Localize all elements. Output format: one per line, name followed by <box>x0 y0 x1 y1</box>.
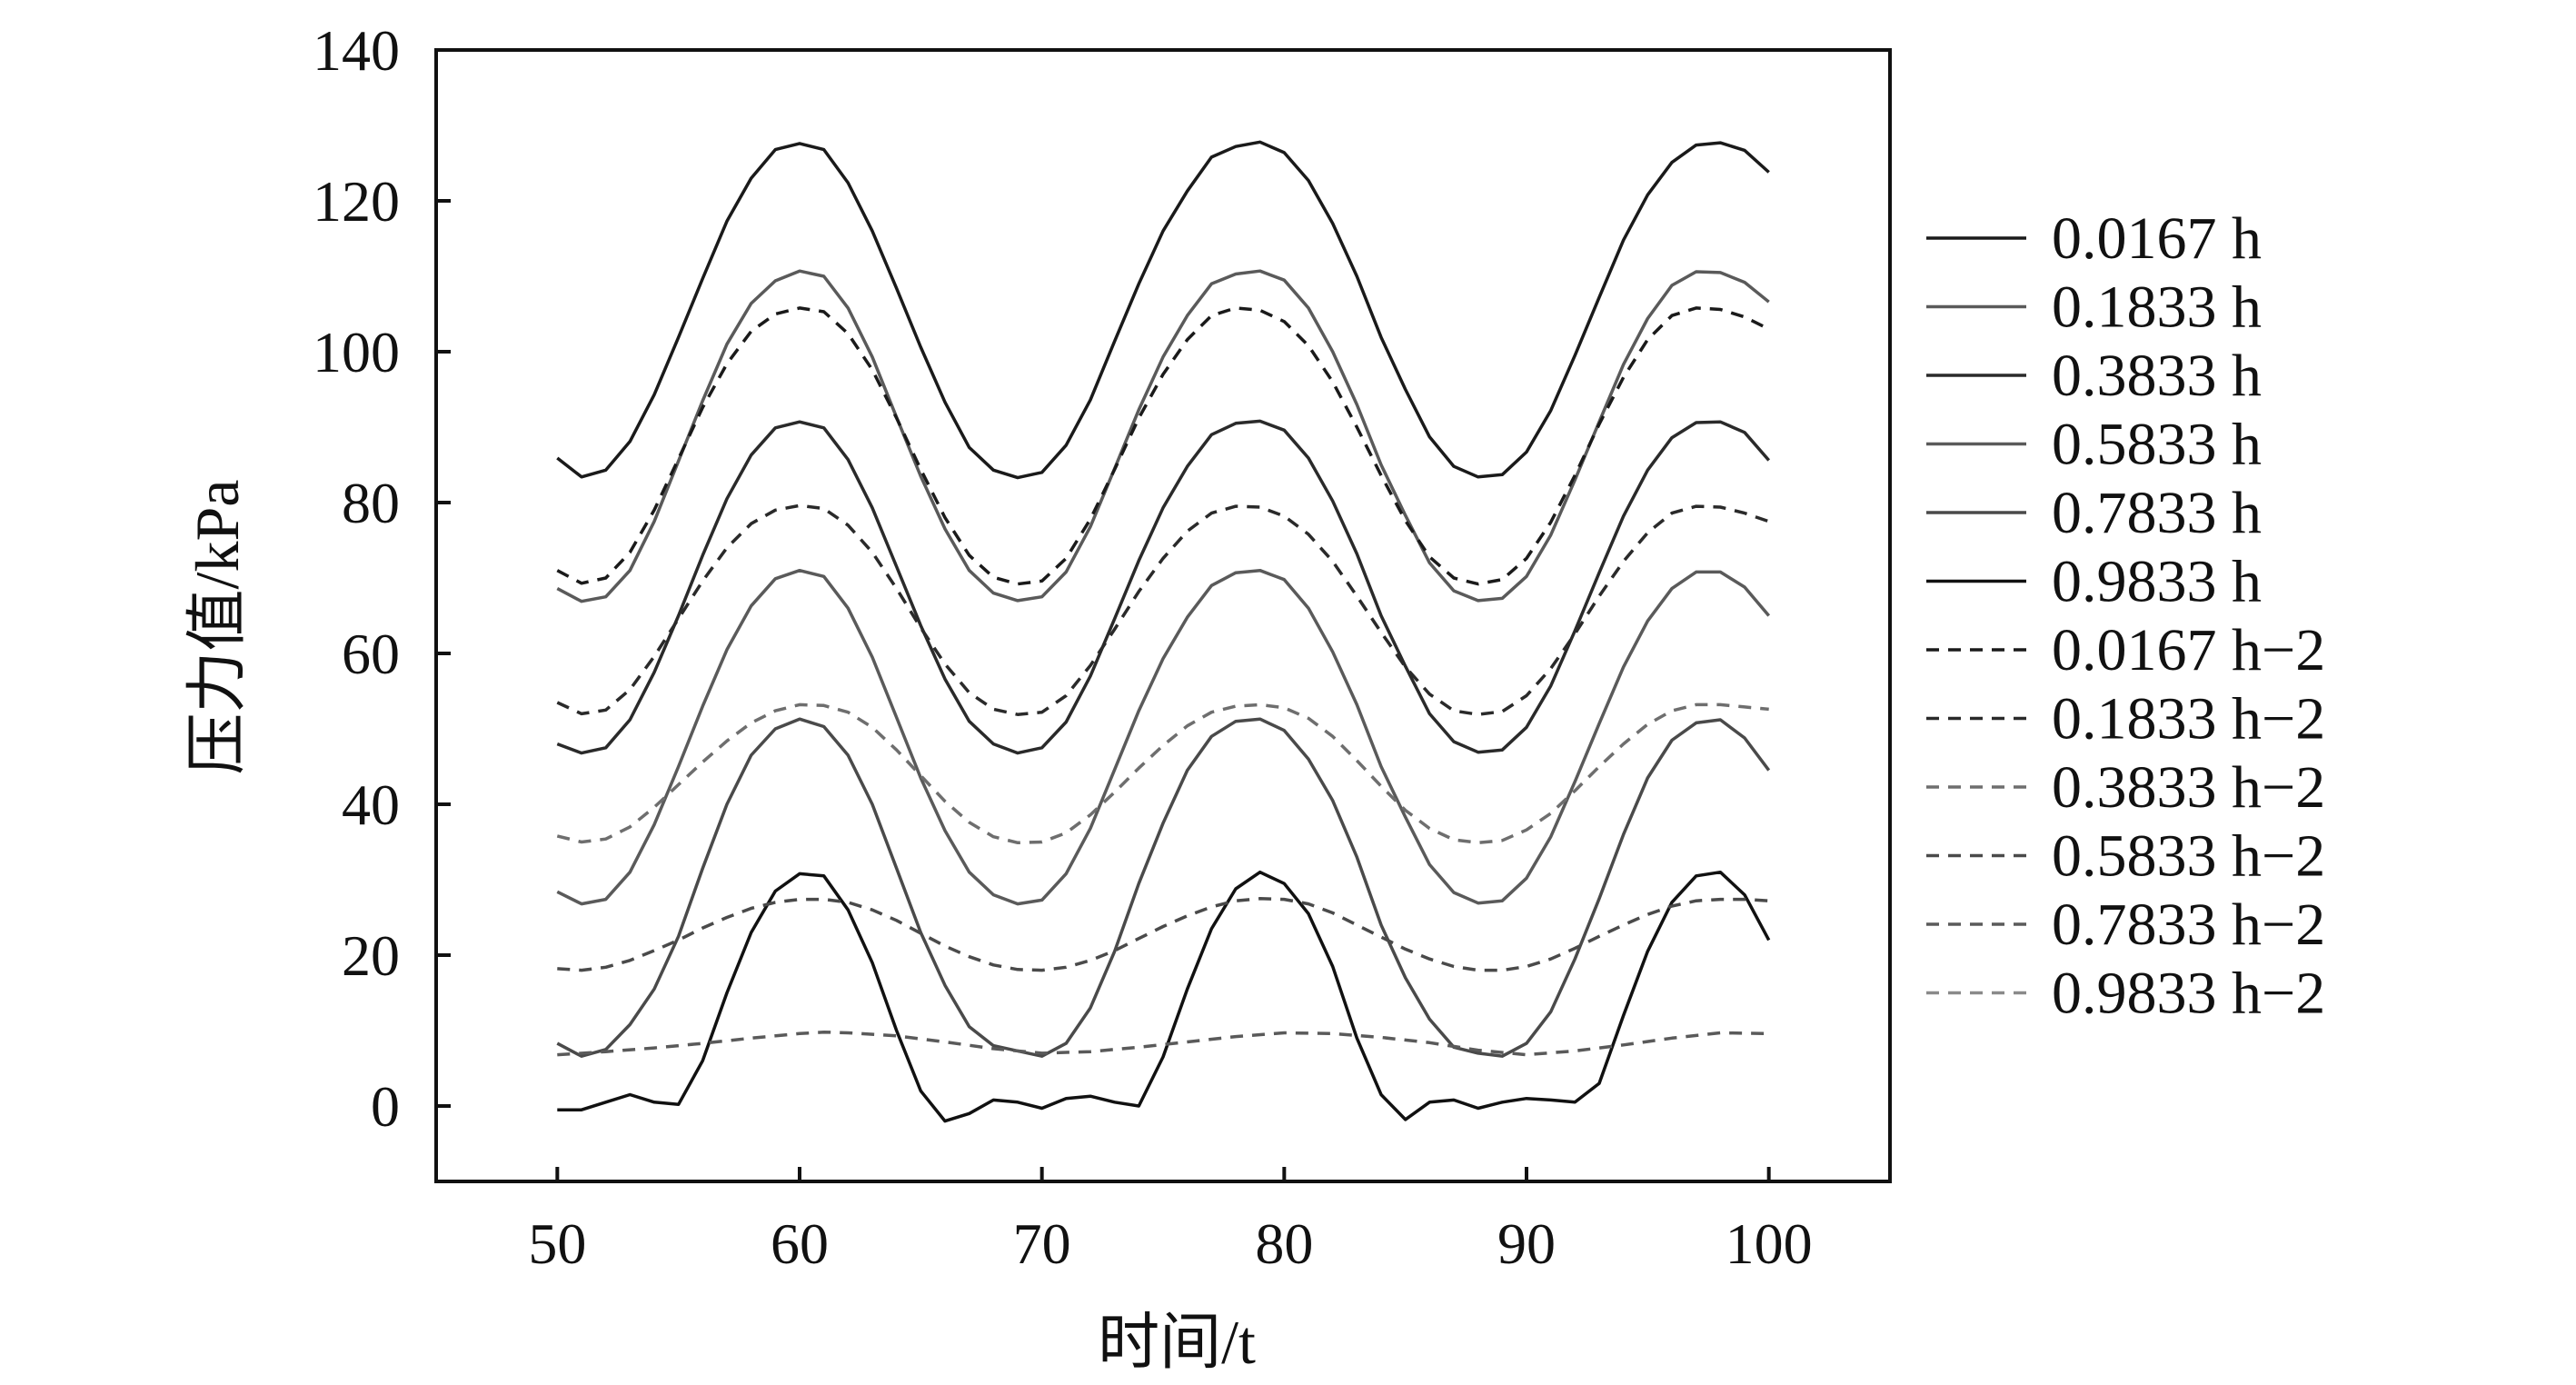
legend-label-3: 0.3833 h <box>2052 343 2262 409</box>
legend-label-8: 0.1833 h−2 <box>2052 686 2325 752</box>
y-tick-label-20: 20 <box>342 923 400 988</box>
series-line-1 <box>556 140 1770 480</box>
x-tick-label-60: 60 <box>771 1211 829 1276</box>
legend-label-10: 0.5833 h−2 <box>2052 823 2325 890</box>
legend-label-4: 0.5833 h <box>2052 412 2262 478</box>
x-tick-label-70: 70 <box>1013 1211 1071 1276</box>
y-tick-label-60: 60 <box>342 622 400 686</box>
series-line-7 <box>556 306 1770 586</box>
legend-label-1: 0.0167 h <box>2052 205 2262 272</box>
series-line-3 <box>556 419 1771 755</box>
x-tick-label-100: 100 <box>1726 1211 1813 1276</box>
legend-label-7: 0.0167 h−2 <box>2052 617 2325 683</box>
legend-label-9: 0.3833 h−2 <box>2052 754 2325 821</box>
series-line-10 <box>557 897 1769 972</box>
series-line-4 <box>556 568 1771 906</box>
series-line-9 <box>556 702 1769 845</box>
x-tick-label-50: 50 <box>528 1211 586 1276</box>
y-axis-label: 压力值/kPa <box>183 480 252 775</box>
legend-label-6: 0.9833 h <box>2052 549 2262 615</box>
x-tick-label-80: 80 <box>1255 1211 1313 1276</box>
y-tick-label-120: 120 <box>313 169 400 234</box>
x-axis-label: 时间/t <box>1098 1308 1256 1377</box>
series-line-5 <box>556 717 1771 1058</box>
legend-label-5: 0.7833 h <box>2052 480 2262 546</box>
legend-label-2: 0.1833 h <box>2052 274 2262 341</box>
y-tick-label-80: 80 <box>342 471 400 535</box>
plot-area <box>556 140 1771 1123</box>
series-line-2 <box>556 269 1770 603</box>
y-tick-label-40: 40 <box>342 772 400 837</box>
legend-label-12: 0.9833 h−2 <box>2052 961 2325 1027</box>
series-line-8 <box>556 503 1770 716</box>
plot-frame <box>434 48 1892 1183</box>
legend: 0.0167 h0.1833 h0.3833 h0.5833 h0.7833 h… <box>1926 205 2325 1027</box>
axes: 50 60 70 80 90 100 0 20 40 60 80 100 120 140 <box>313 18 1892 1276</box>
series-line-6 <box>557 870 1771 1123</box>
x-tick-label-90: 90 <box>1497 1211 1556 1276</box>
y-tick-label-100: 100 <box>313 320 400 384</box>
y-tick-label-140: 140 <box>313 18 400 83</box>
series-line-11 <box>557 1030 1769 1057</box>
y-tick-label-0: 0 <box>371 1074 400 1139</box>
legend-label-11: 0.7833 h−2 <box>2052 892 2325 958</box>
